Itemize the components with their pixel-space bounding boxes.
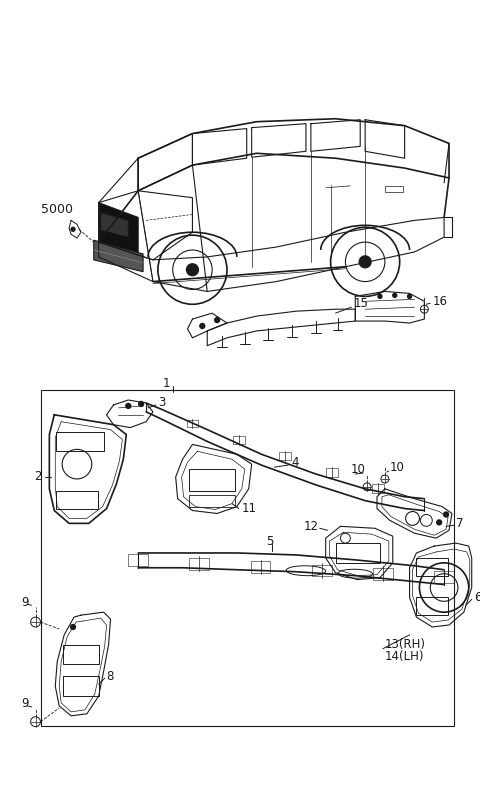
- Text: 6: 6: [474, 591, 480, 604]
- Bar: [63, 645, 99, 665]
- Bar: [251, 561, 270, 573]
- Bar: [190, 494, 235, 506]
- Polygon shape: [101, 213, 128, 237]
- Circle shape: [408, 294, 411, 298]
- Bar: [325, 468, 337, 477]
- Bar: [56, 490, 98, 509]
- Bar: [372, 484, 384, 493]
- Bar: [373, 568, 393, 580]
- Circle shape: [444, 512, 448, 517]
- Text: 14(LH): 14(LH): [385, 650, 424, 663]
- Bar: [190, 469, 235, 490]
- Text: 2: 2: [35, 470, 42, 483]
- Text: 9: 9: [22, 698, 29, 710]
- Text: 13(RH): 13(RH): [385, 638, 426, 651]
- Text: 15: 15: [353, 297, 368, 310]
- Polygon shape: [94, 240, 143, 272]
- Circle shape: [215, 318, 219, 322]
- Bar: [385, 186, 403, 192]
- Circle shape: [126, 403, 131, 408]
- Text: 4: 4: [291, 456, 299, 469]
- Circle shape: [437, 520, 442, 525]
- Text: 8: 8: [107, 670, 114, 683]
- Bar: [336, 543, 380, 563]
- Text: 5: 5: [266, 534, 274, 548]
- Text: 7: 7: [456, 517, 463, 530]
- Text: 1: 1: [163, 377, 170, 390]
- Bar: [63, 676, 99, 696]
- Bar: [434, 571, 454, 583]
- Bar: [417, 558, 448, 576]
- Circle shape: [71, 625, 75, 630]
- Circle shape: [393, 294, 397, 298]
- Text: 5000: 5000: [41, 203, 73, 216]
- Bar: [233, 436, 245, 444]
- Circle shape: [71, 227, 75, 231]
- Text: 10: 10: [350, 462, 365, 475]
- Text: 3: 3: [158, 397, 165, 410]
- Circle shape: [378, 294, 382, 298]
- Text: 11: 11: [242, 502, 257, 515]
- Circle shape: [139, 402, 144, 406]
- Bar: [128, 554, 148, 566]
- Circle shape: [359, 256, 371, 268]
- Text: 12: 12: [304, 520, 319, 533]
- Text: 10: 10: [390, 461, 405, 474]
- Bar: [187, 420, 198, 427]
- Bar: [279, 452, 291, 460]
- Bar: [190, 558, 209, 570]
- Bar: [56, 431, 104, 451]
- Bar: [417, 598, 448, 615]
- Circle shape: [200, 323, 205, 329]
- Bar: [312, 565, 332, 576]
- Bar: [41, 390, 454, 726]
- Polygon shape: [99, 202, 138, 257]
- Text: 16: 16: [432, 295, 447, 308]
- Text: 9: 9: [22, 596, 29, 609]
- Circle shape: [187, 264, 198, 276]
